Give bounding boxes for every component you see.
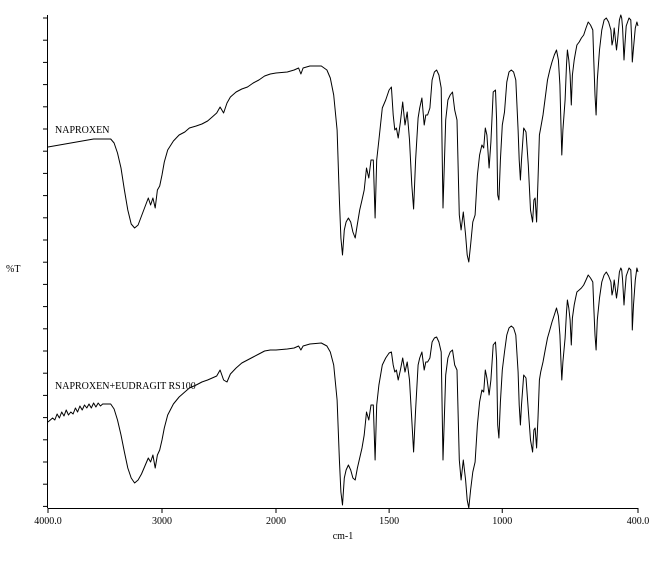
spectrum-line-2: [47, 267, 639, 509]
x-tick-label: 1500: [379, 516, 399, 527]
x-tick-label: 1000: [492, 516, 512, 527]
x-axis-title: cm-1: [333, 531, 354, 542]
x-tick-label: 400.0: [627, 516, 650, 527]
y-axis-title: %T: [6, 264, 20, 275]
plot-frame: [47, 15, 638, 509]
series-layer: [47, 14, 639, 509]
x-tick-label: 2000: [266, 516, 286, 527]
spectrum-line-1: [47, 14, 639, 263]
x-tick-label: 4000.0: [34, 516, 62, 527]
series-label-2: NAPROXEN+EUDRAGIT RS100: [55, 381, 196, 392]
x-axis-ticks: 4000.0 3000 2000 1500 1000 400.0: [34, 508, 649, 527]
series-labels: NAPROXEN NAPROXEN+EUDRAGIT RS100: [55, 125, 196, 392]
y-axis-ticks: [43, 17, 48, 507]
series-label-1: NAPROXEN: [55, 125, 109, 136]
x-tick-label: 3000: [152, 516, 172, 527]
